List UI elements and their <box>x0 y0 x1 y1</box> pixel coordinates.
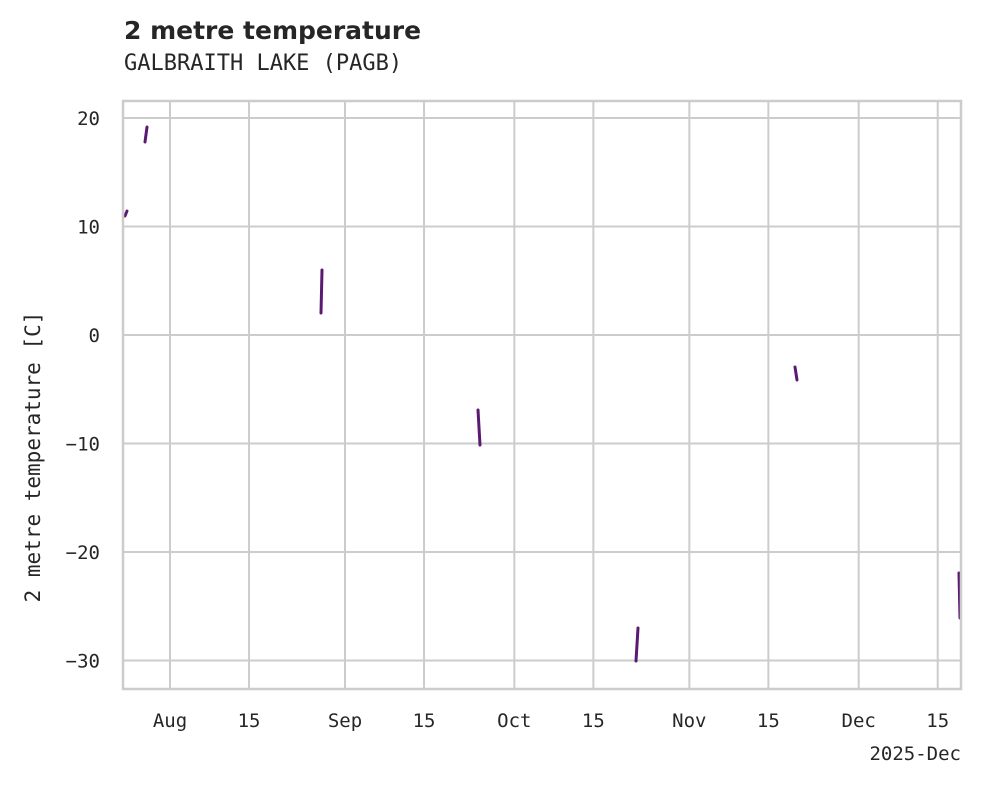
y-tick-label: 10 <box>77 217 100 239</box>
data-segment <box>634 626 640 663</box>
y-axis-ticks: 20 10 0 −10 −20 −30 <box>66 108 100 673</box>
x-tick-label: Oct <box>497 710 531 732</box>
x-tick-label: 15 <box>926 710 949 732</box>
data-segment <box>793 365 799 382</box>
x-tick-label: Aug <box>153 710 187 732</box>
x-tick-label: Sep <box>328 710 362 732</box>
grid-lines <box>123 101 961 689</box>
plot-frame <box>121 99 963 691</box>
y-tick-label: 20 <box>77 108 100 130</box>
x-tick-label: Dec <box>842 710 876 732</box>
chart-subtitle: GALBRAITH LAKE (PAGB) <box>124 51 403 76</box>
x-tick-label: 15 <box>413 710 436 732</box>
y-tick-label: −20 <box>66 542 100 564</box>
y-tick-label: 0 <box>89 325 100 347</box>
chart-title: 2 metre temperature <box>124 16 422 45</box>
y-axis-label: 2 metre temperature [C] <box>21 312 45 603</box>
data-segment <box>476 408 482 447</box>
x-axis-ticks: Aug 15 Sep 15 Oct 15 Nov 15 Dec 15 <box>153 710 949 732</box>
data-segment <box>143 125 149 144</box>
x-tick-label: Nov <box>672 710 706 732</box>
data-segment <box>123 209 129 218</box>
x-tick-label: 15 <box>757 710 780 732</box>
y-tick-label: −30 <box>66 651 100 673</box>
temperature-series <box>123 125 962 663</box>
data-segment <box>319 268 324 315</box>
x-tick-label: 15 <box>238 710 261 732</box>
x-tick-label: 15 <box>582 710 605 732</box>
y-tick-label: −10 <box>66 434 100 456</box>
x-axis-offset-label: 2025-Dec <box>869 743 961 765</box>
